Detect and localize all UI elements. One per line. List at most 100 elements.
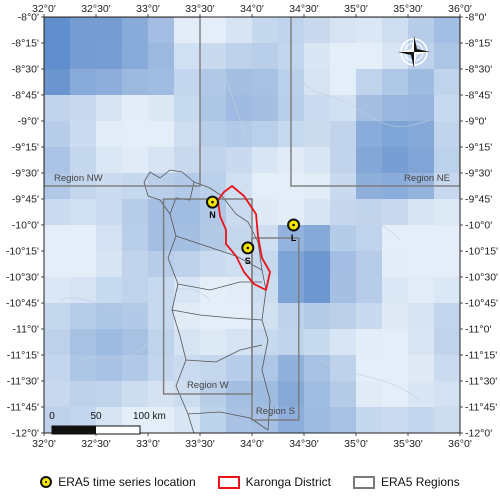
grid-cell bbox=[200, 95, 227, 122]
grid-cell bbox=[330, 251, 357, 278]
grid-cell bbox=[278, 277, 305, 304]
grid-cell bbox=[96, 329, 123, 356]
map-legend: ERA5 time series location Karonga Distri… bbox=[0, 467, 500, 497]
grid-cell bbox=[278, 355, 305, 382]
grid-cell bbox=[70, 17, 97, 44]
scale-bar: 0 50 100 km bbox=[49, 411, 166, 435]
grid-cell bbox=[148, 329, 175, 356]
y-tick-label-left: -9°0' bbox=[18, 116, 39, 128]
x-tick-label-bottom: 35°30' bbox=[393, 438, 423, 450]
grid-cell bbox=[408, 121, 435, 148]
grid-cell bbox=[148, 69, 175, 96]
grid-cell bbox=[434, 95, 460, 122]
grid-cell bbox=[174, 95, 201, 122]
grid-cell bbox=[356, 407, 383, 433]
x-tick-label-bottom: 36°0' bbox=[448, 438, 472, 450]
grid-cell bbox=[96, 381, 123, 408]
grid-cell bbox=[174, 407, 201, 433]
grid-cell bbox=[304, 17, 331, 44]
grid-cell bbox=[330, 95, 357, 122]
grid-cell bbox=[330, 277, 357, 304]
grid-cell bbox=[252, 329, 279, 356]
grid-cell bbox=[148, 147, 175, 174]
grid-cell bbox=[356, 277, 383, 304]
grid-cell bbox=[174, 69, 201, 96]
x-tick-label-bottom: 33°30' bbox=[185, 438, 215, 450]
grid-cell bbox=[122, 43, 149, 70]
grid-cell bbox=[200, 173, 227, 200]
x-tick-label-bottom: 34°0' bbox=[240, 438, 264, 450]
grid-cell bbox=[278, 381, 305, 408]
grid-cell bbox=[356, 355, 383, 382]
y-tick-label-right: -10°0' bbox=[465, 220, 492, 232]
grid-cell bbox=[44, 43, 71, 70]
grid-cell bbox=[44, 329, 71, 356]
grid-cell bbox=[70, 277, 97, 304]
grid-cell bbox=[148, 17, 175, 44]
y-tick-label-left: -8°0' bbox=[18, 12, 39, 24]
grid-cell bbox=[174, 17, 201, 44]
grid-cell bbox=[70, 329, 97, 356]
grid-cell bbox=[434, 43, 460, 70]
y-tick-label-right: -9°15' bbox=[465, 142, 492, 154]
grid-cell bbox=[122, 381, 149, 408]
region-label: Region W bbox=[187, 380, 229, 391]
grid-cell bbox=[148, 43, 175, 70]
region-box bbox=[44, 17, 201, 187]
grid-cell bbox=[434, 147, 460, 174]
grid-cell bbox=[44, 381, 71, 408]
grid-cell bbox=[200, 147, 227, 174]
grid-cell bbox=[122, 251, 149, 278]
grid-cell bbox=[434, 381, 460, 408]
grid-cell bbox=[356, 329, 383, 356]
grid-cell bbox=[252, 147, 279, 174]
x-tick-label-top: 32°0' bbox=[32, 3, 56, 15]
grid-cell bbox=[252, 17, 279, 44]
x-tick-label-top: 33°30' bbox=[185, 3, 215, 15]
grid-cell bbox=[304, 277, 331, 304]
grid-cell bbox=[330, 355, 357, 382]
grid-cell bbox=[382, 329, 409, 356]
grid-cell bbox=[122, 121, 149, 148]
grid-cell bbox=[304, 251, 331, 278]
legend-item-location: ERA5 time series location bbox=[40, 475, 196, 489]
era5-region-boxes: Region NW Region NE Region W Region S bbox=[44, 17, 460, 421]
grid-cell bbox=[408, 407, 435, 433]
grid-cell bbox=[408, 329, 435, 356]
grid-cell bbox=[356, 69, 383, 96]
grid-cell bbox=[44, 225, 71, 252]
legend-label-location: ERA5 time series location bbox=[58, 475, 196, 489]
grid-cell bbox=[44, 355, 71, 382]
y-tick-label-right: -12°0' bbox=[465, 428, 492, 440]
grid-cell bbox=[356, 147, 383, 174]
location-marker: N bbox=[206, 195, 219, 220]
grid-cell bbox=[408, 225, 435, 252]
y-tick-label-left: -11°30' bbox=[7, 376, 39, 388]
grid-cell bbox=[70, 225, 97, 252]
time-series-locations: N S L bbox=[206, 195, 301, 266]
grid-cell bbox=[382, 17, 409, 44]
grid-cell bbox=[148, 121, 175, 148]
grid-cell bbox=[382, 69, 409, 96]
y-tick-label-left: -11°45' bbox=[7, 402, 39, 414]
grid-cell bbox=[96, 277, 123, 304]
grid-cell bbox=[122, 69, 149, 96]
y-tick-label-left: -9°30' bbox=[12, 168, 39, 180]
grid-cell bbox=[148, 225, 175, 252]
grid-cell bbox=[174, 277, 201, 304]
grid-cell bbox=[304, 199, 331, 226]
y-tick-label-left: -10°0' bbox=[12, 220, 39, 232]
grid-cell bbox=[96, 251, 123, 278]
grid-cell bbox=[70, 43, 97, 70]
grid-cell bbox=[408, 95, 435, 122]
grid-cell bbox=[226, 329, 253, 356]
grid-cell bbox=[304, 355, 331, 382]
grid-cell bbox=[330, 199, 357, 226]
y-tick-label-left: -10°15' bbox=[6, 246, 39, 258]
grid-cell bbox=[226, 173, 253, 200]
x-tick-label-top: 36°0' bbox=[448, 3, 472, 15]
location-label: S bbox=[245, 256, 251, 266]
grid-cell bbox=[382, 225, 409, 252]
grid-cell bbox=[226, 303, 253, 330]
grid-cell bbox=[356, 199, 383, 226]
